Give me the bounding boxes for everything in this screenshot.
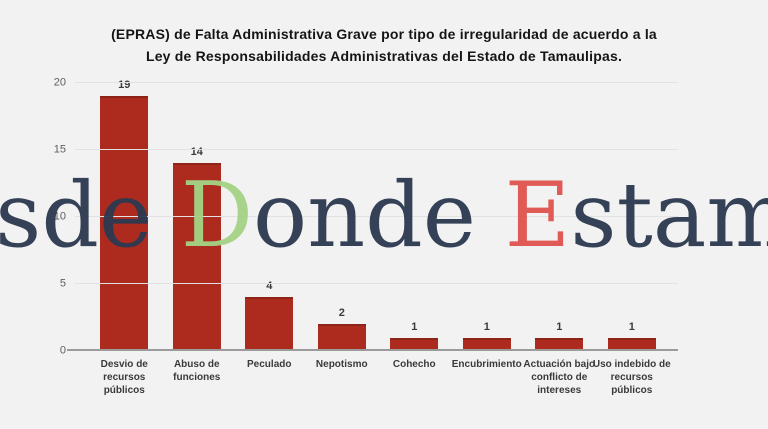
x-axis-category-label: Encubrimiento — [452, 358, 522, 371]
bar-value-label: 4 — [266, 280, 273, 293]
x-axis-label-line: Peculado — [247, 359, 292, 370]
y-axis-tick-label: 10 — [53, 210, 66, 223]
bar-slot: 4 Peculado — [233, 83, 306, 370]
x-axis-category-label: Nepotismo — [316, 358, 368, 371]
bar — [390, 337, 439, 351]
x-axis-category-label: Desvio de recursos públicos — [101, 358, 148, 397]
x-axis-label-line: públicos — [103, 385, 145, 396]
x-axis-label-line: Actuación bajo — [523, 359, 596, 370]
y-axis-tick-label: 0 — [59, 344, 66, 357]
bar — [535, 337, 584, 351]
y-axis-tick-label: 20 — [53, 76, 66, 89]
chart-title-line2: Ley de Responsabilidades Administrativas… — [145, 48, 623, 64]
bar-slot: 2 Nepotismo — [306, 83, 379, 370]
x-axis-category-label: Uso indebido de recursos públicos — [593, 358, 671, 397]
y-axis-tick-label: 15 — [53, 143, 66, 156]
bar-value-label: 1 — [556, 320, 563, 333]
bars-row: 19 Desvio de recursos públicos 14 Abuso de fun… — [88, 79, 671, 396]
bar-value-label: 1 — [628, 320, 635, 333]
chart-title-line1: (EPRAS) de Falta Administrativa Grave po… — [111, 26, 657, 42]
bar-slot: 19 Desvio de recursos públicos — [88, 79, 161, 396]
x-axis-label-line: conflicto de — [531, 372, 588, 383]
gridline — [75, 82, 678, 83]
x-axis-category-label: Peculado — [247, 358, 291, 371]
bar-slot: 1 Encubrimiento — [451, 83, 524, 370]
y-axis-tick-label: 5 — [59, 277, 66, 290]
x-axis-label-line: Desvio de — [100, 359, 148, 370]
bar-slot: 1 Uso indebido de recursos públicos — [593, 83, 671, 396]
bar — [317, 324, 366, 351]
bar-slot: 1 Actuación bajo conflicto de intereses — [523, 83, 596, 396]
gridline — [75, 216, 678, 217]
gridline — [75, 149, 678, 150]
x-axis-category-label: Actuación bajo conflicto de intereses — [523, 358, 595, 397]
bar-value-label: 2 — [338, 307, 345, 320]
plot-area: 19 Desvio de recursos públicos 14 Abuso de fun… — [54, 77, 678, 396]
x-axis-label-line: recursos — [103, 372, 146, 383]
x-axis-label-line: Uso indebido de — [592, 359, 671, 370]
bar-slot: 14 Abuso de funciones — [161, 83, 234, 383]
x-axis-label-line: Encubrimiento — [451, 359, 522, 370]
x-axis-category-label: Abuso de funciones — [173, 358, 220, 384]
bar — [100, 96, 149, 351]
x-axis-label-line: intereses — [537, 385, 582, 396]
bar-slot: 1 Cohecho — [378, 83, 451, 370]
bar-value-label: 1 — [483, 320, 490, 333]
gridline — [75, 283, 678, 284]
x-axis-label-line: Cohecho — [392, 359, 436, 370]
x-axis-line — [67, 349, 678, 351]
bar — [172, 163, 221, 351]
x-axis-label-line: públicos — [611, 385, 653, 396]
x-axis-label-line: recursos — [610, 372, 653, 383]
x-axis-category-label: Cohecho — [393, 358, 436, 371]
chart-title: (EPRAS) de Falta Administrativa Grave po… — [0, 23, 768, 67]
bar — [607, 337, 656, 351]
bar — [462, 337, 511, 351]
bar-value-label: 1 — [411, 320, 418, 333]
x-axis-label-line: Abuso de — [173, 359, 220, 370]
bar — [245, 297, 294, 351]
x-axis-label-line: Nepotismo — [315, 359, 368, 370]
x-axis-label-line: funciones — [173, 372, 221, 383]
